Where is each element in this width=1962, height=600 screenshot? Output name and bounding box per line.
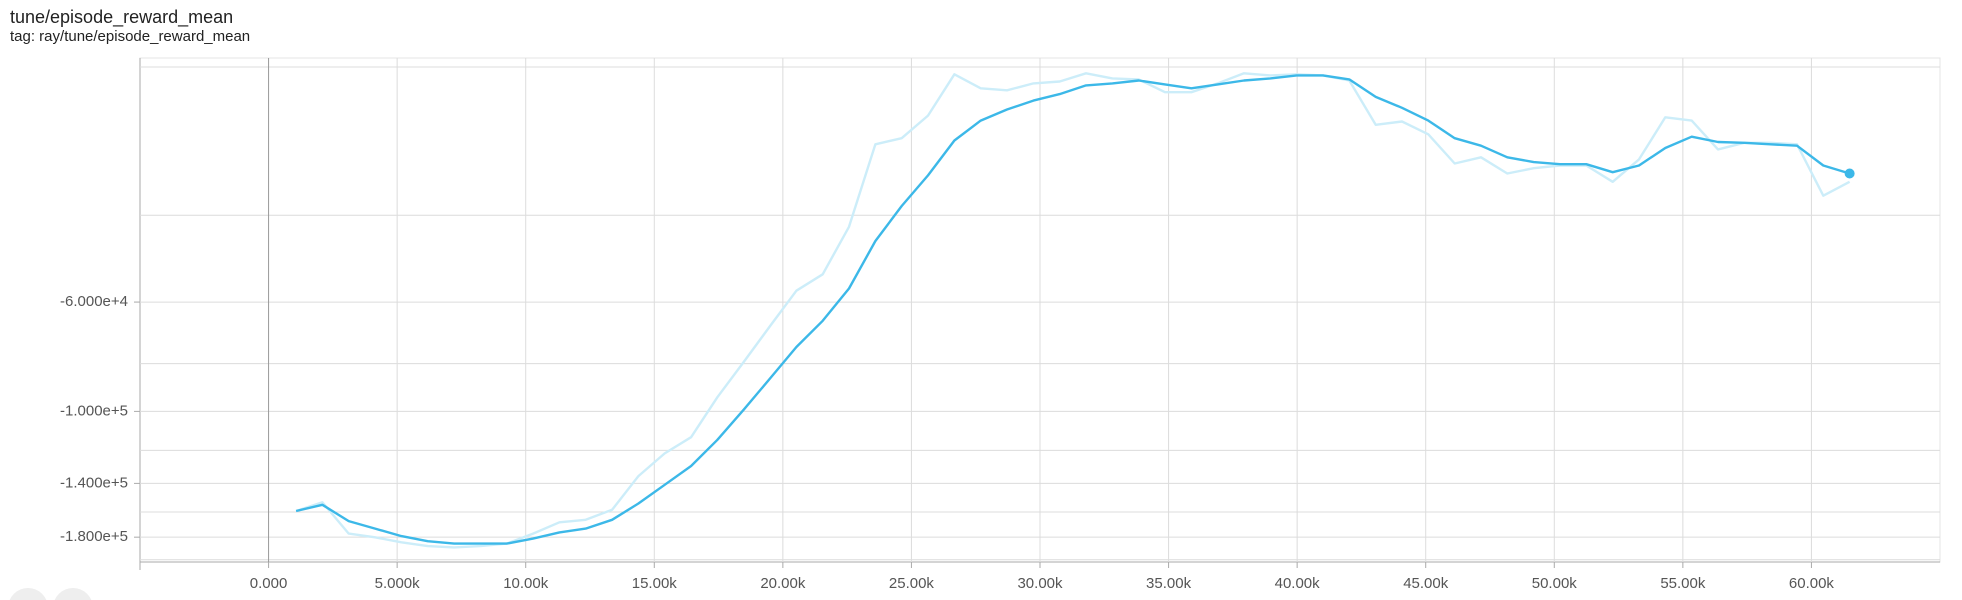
x-tick-label: 20.00k (760, 575, 806, 592)
x-tick-label: 30.00k (1017, 575, 1063, 592)
x-tick-label: 0.000 (250, 575, 288, 592)
x-tick-label: 60.00k (1789, 575, 1835, 592)
y-tick-label: -1.000e+5 (60, 402, 128, 419)
x-tick-label: 10.00k (503, 575, 549, 592)
x-tick-label: 55.00k (1660, 575, 1706, 592)
y-tick-label: -1.800e+5 (60, 528, 128, 545)
chart-subtitle: tag: ray/tune/episode_reward_mean (10, 28, 250, 45)
x-tick-label: 45.00k (1403, 575, 1449, 592)
y-tick-label: -1.400e+5 (60, 474, 128, 491)
x-tick-label: 50.00k (1532, 575, 1578, 592)
toolbar-button[interactable] (53, 588, 93, 600)
x-tick-label: 15.00k (632, 575, 678, 592)
line (295, 72, 1851, 549)
chart-title: tune/episode_reward_mean (10, 7, 233, 28)
line (295, 74, 1850, 545)
toolbar-button[interactable] (8, 588, 48, 600)
x-tick-label: 40.00k (1275, 575, 1321, 592)
x-tick-label: 5.000k (375, 575, 421, 592)
x-tick-label: 35.00k (1146, 575, 1192, 592)
y-tick-label: -6.000e+4 (60, 293, 128, 310)
x-tick-label: 25.00k (889, 575, 935, 592)
end-marker (1844, 168, 1855, 179)
